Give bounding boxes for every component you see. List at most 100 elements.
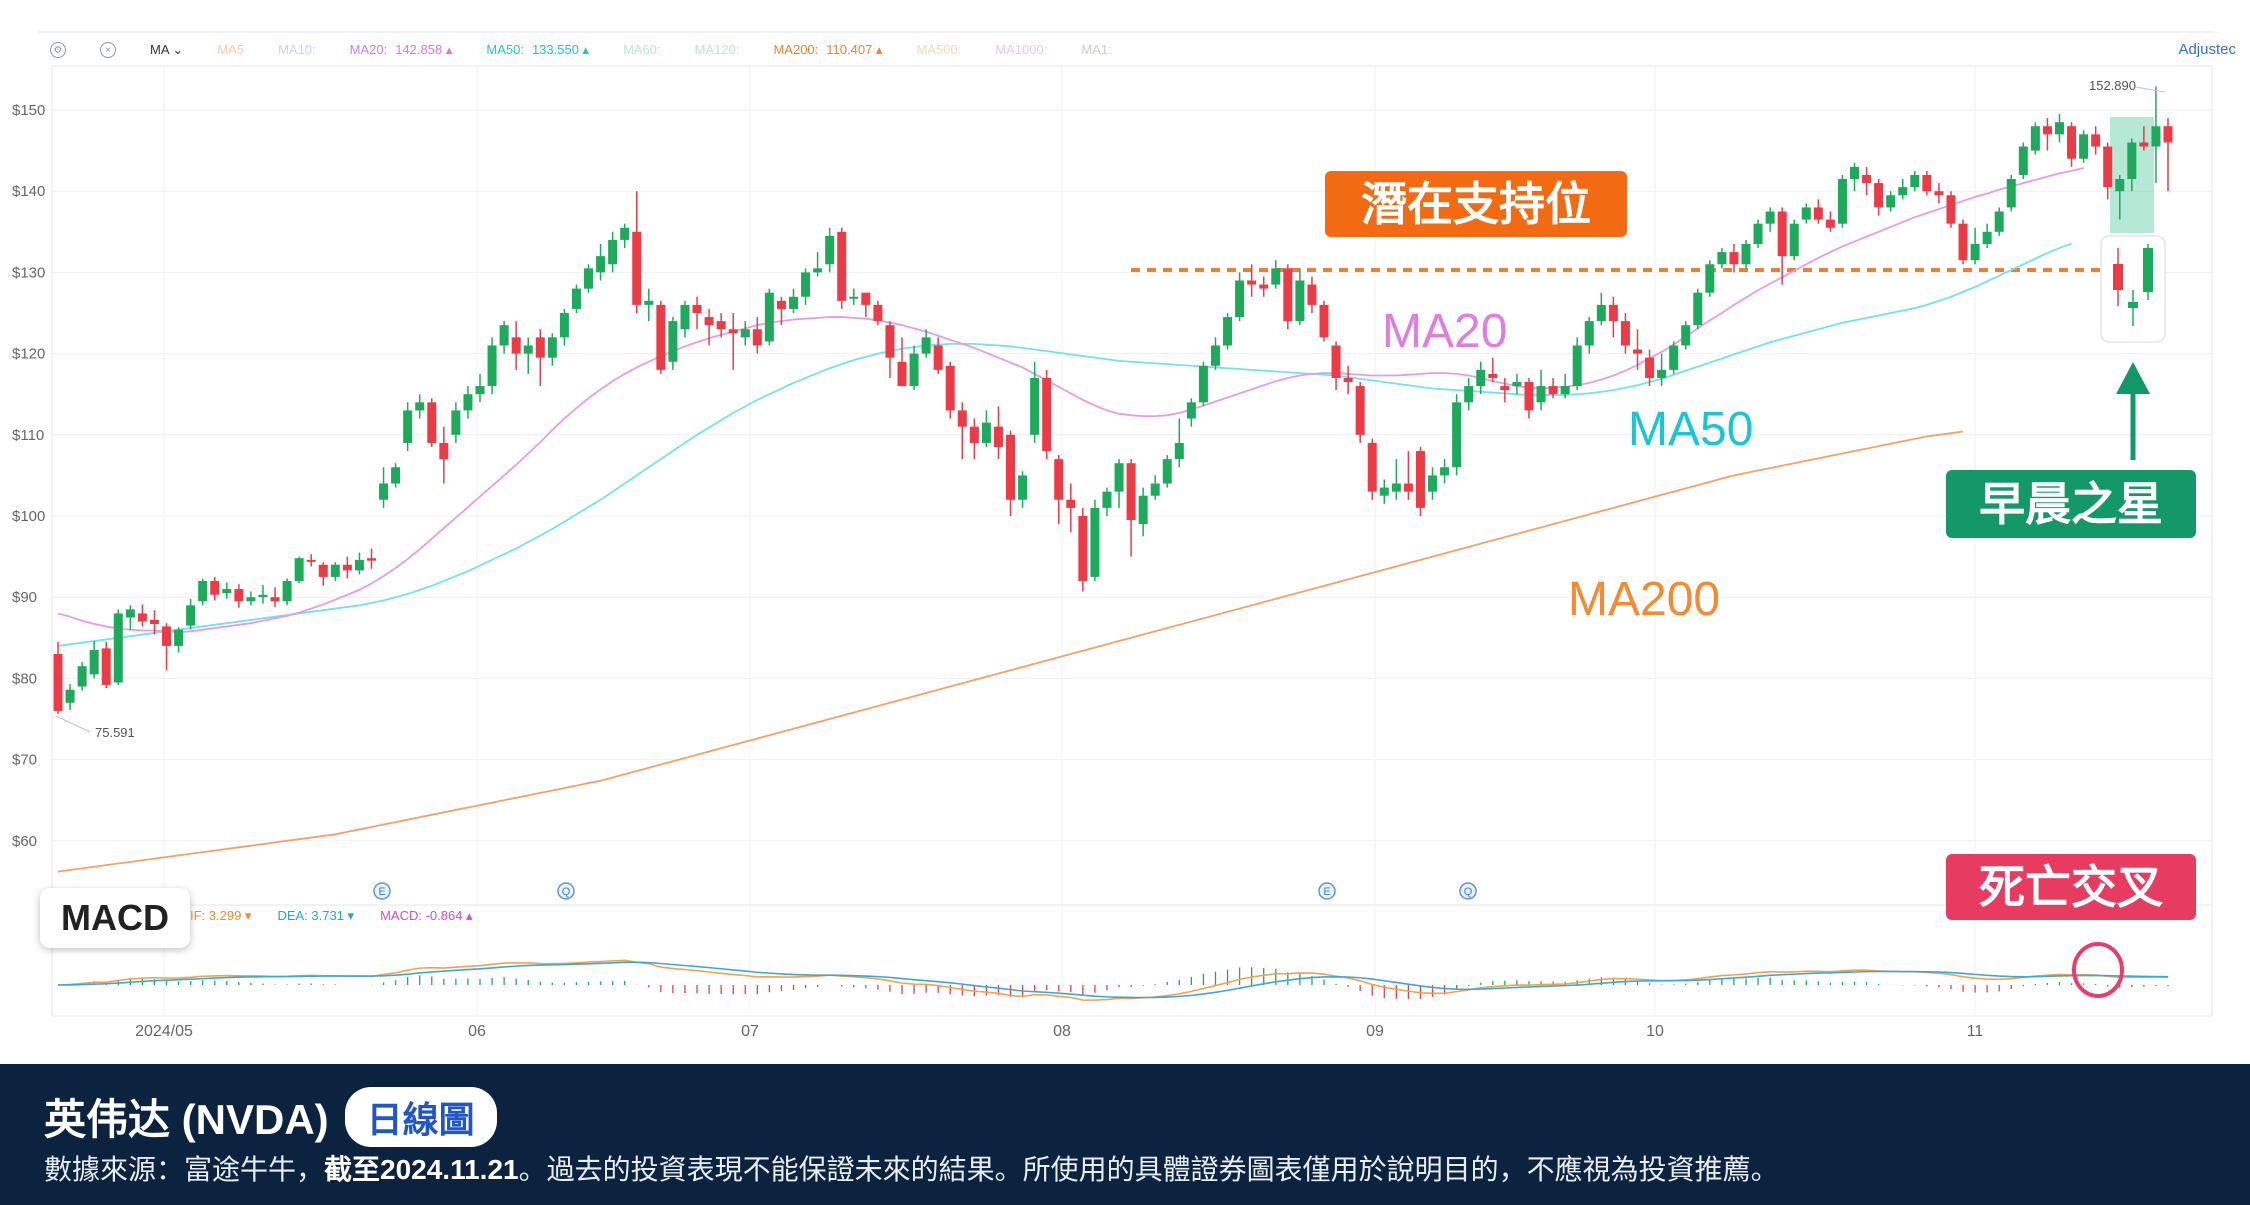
candle-body <box>1235 280 1245 318</box>
candle-body <box>1114 463 1124 492</box>
ma-legend-item[interactable]: MA120: <box>695 42 740 58</box>
x-tick-label: 07 <box>741 1023 759 1040</box>
candle-body <box>1536 386 1546 403</box>
candle-body <box>1403 483 1413 492</box>
candle-body <box>1886 195 1896 208</box>
ma-legend-value: 142.858 ▴ <box>395 42 453 57</box>
price-chart[interactable]: $150 $140 $130 $120 $110 $100 $90 $80 $70 $60 202… <box>0 0 2250 1064</box>
close-icon[interactable]: × <box>100 42 116 58</box>
candle-body <box>559 313 569 338</box>
candle-body <box>1898 187 1908 196</box>
candle-body <box>174 629 184 646</box>
dea-line <box>57 961 2169 999</box>
candle-body <box>2079 134 2089 159</box>
candle-body <box>162 626 172 646</box>
candle-body <box>354 559 364 571</box>
candle-body <box>1741 243 1751 265</box>
macd-indicator <box>57 959 2169 1001</box>
x-tick-label: 11 <box>1967 1023 1984 1040</box>
candle-body <box>1126 463 1136 521</box>
y-tick-label: $100 <box>12 508 45 525</box>
candle-body <box>222 589 232 594</box>
candle-body <box>1198 365 1208 403</box>
ma-legend-item[interactable]: MA5 <box>217 42 244 58</box>
candle-body <box>1705 264 1715 293</box>
death-cross-label: 死亡交叉 <box>1946 854 2196 920</box>
ma50-line <box>57 242 2072 647</box>
ma-legend-item[interactable]: MA500: <box>916 42 961 58</box>
candle-body <box>1862 174 1872 184</box>
candle-body <box>1030 377 1040 435</box>
ma-legend-item[interactable]: MA1: <box>1081 42 1111 58</box>
x-tick-label: 06 <box>468 1023 486 1040</box>
ma-legend-item[interactable]: MA10: <box>278 42 316 58</box>
settings-icon[interactable]: ⚙ <box>50 42 66 58</box>
candle-body <box>415 402 425 411</box>
candle-body <box>776 300 786 309</box>
ma-legend-item[interactable]: MA1000: <box>995 42 1047 58</box>
candle-body <box>1078 516 1088 581</box>
candle-body <box>1367 442 1377 492</box>
candle-body <box>1813 207 1823 220</box>
candle-body <box>1379 487 1389 496</box>
candle-body <box>1681 325 1691 346</box>
candle-body <box>1162 459 1172 484</box>
candle-body <box>1669 345 1679 370</box>
event-marker-label: E <box>378 886 385 898</box>
candle-body <box>366 558 376 561</box>
candle-body <box>1452 402 1462 468</box>
macd-tag: MACD <box>40 888 190 948</box>
candle-body <box>65 689 75 703</box>
ma-dropdown[interactable]: MA ⌄ <box>150 42 184 57</box>
dif-line <box>57 959 2169 1001</box>
candle-body <box>1608 304 1618 322</box>
candle-body <box>1042 377 1052 452</box>
candle-body <box>137 613 147 622</box>
candle-body <box>1295 280 1305 322</box>
candle-body <box>499 325 509 346</box>
candle-body <box>234 589 244 602</box>
adjusted-link[interactable]: Adjustec <box>2178 41 2236 58</box>
candle-body <box>101 648 111 685</box>
candle-body <box>535 337 545 358</box>
ma-legend-label: MA120: <box>694 42 740 57</box>
candle-body <box>89 649 99 675</box>
moving-average-lines <box>57 167 2084 873</box>
candle-body <box>1632 349 1642 354</box>
y-axis-ticks: $150 $140 $130 $120 $110 $100 $90 $80 $70 $60 <box>12 102 45 850</box>
chart-type-badge: 日線圖 <box>344 1086 497 1147</box>
candle-body <box>451 410 461 435</box>
candle-body <box>1018 475 1028 500</box>
candle-body <box>2127 142 2137 180</box>
candle-body <box>1584 321 1594 346</box>
candle-body <box>1391 483 1401 492</box>
candle-body <box>837 231 847 301</box>
ma-legend-item[interactable]: MA50: 133.550 ▴ <box>486 42 589 58</box>
candle-body <box>511 337 521 354</box>
candle-body <box>740 329 750 338</box>
candle-body <box>1186 402 1196 419</box>
candle-body <box>379 483 389 500</box>
candle-body <box>584 268 594 289</box>
candle-body <box>427 402 437 443</box>
candle-body <box>1150 483 1160 496</box>
candle-body <box>1934 191 1944 196</box>
candle-body <box>2163 126 2173 143</box>
candle-body <box>547 337 557 358</box>
candle-body <box>306 559 316 562</box>
candle-body <box>1440 467 1450 476</box>
ma-legend-item[interactable]: MA200: 110.407 ▴ <box>773 42 882 58</box>
candle-body <box>77 666 87 687</box>
candle-body <box>1994 211 2004 232</box>
candle-body <box>113 613 123 683</box>
candle-body <box>981 422 991 443</box>
ma-legend-item[interactable]: MA60: <box>623 42 661 58</box>
candle-body <box>861 292 871 305</box>
ma-legend-label: MA200: <box>773 42 819 57</box>
ma-legend-value: 110.407 ▴ <box>826 42 883 57</box>
candle-body <box>53 654 63 711</box>
candle-body <box>1801 207 1811 220</box>
ma50-label: MA50 <box>1628 403 1754 456</box>
ma-legend-item[interactable]: MA20: 142.858 ▴ <box>350 42 453 58</box>
